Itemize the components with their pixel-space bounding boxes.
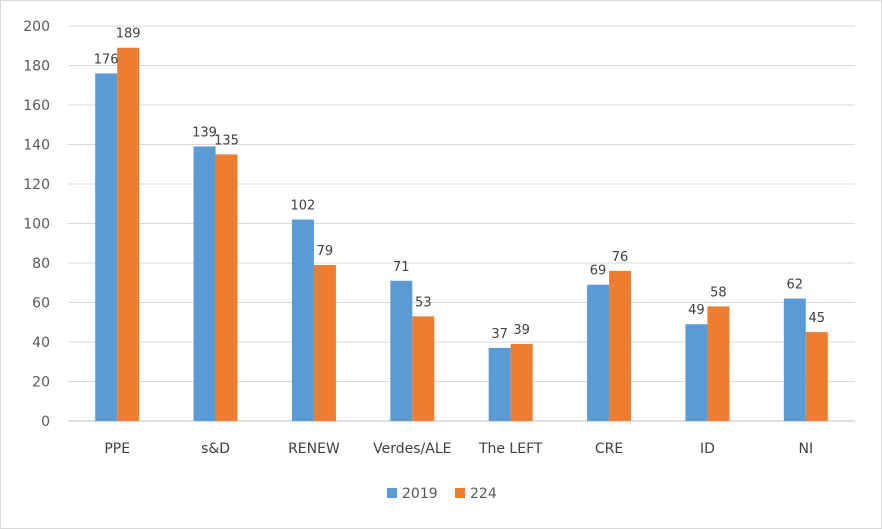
x-tick-label: s&D — [201, 441, 230, 457]
data-label: 69 — [590, 264, 607, 279]
bar-224 — [313, 264, 336, 421]
x-tick-label: Verdes/ALE — [373, 441, 451, 457]
y-tick-label: 20 — [32, 375, 50, 391]
x-tick-label: CRE — [595, 441, 623, 457]
x-tick-label: The LEFT — [478, 441, 543, 457]
y-tick-label: 80 — [32, 256, 50, 272]
legend-label: 2019 — [402, 486, 438, 502]
y-tick-label: 140 — [23, 138, 50, 154]
bar-2019 — [390, 280, 413, 421]
data-label: 135 — [214, 133, 239, 148]
bar-224 — [805, 332, 828, 421]
y-tick-label: 120 — [23, 177, 50, 193]
data-label: 45 — [809, 311, 826, 326]
data-label: 53 — [415, 295, 432, 310]
data-label: 76 — [612, 250, 629, 265]
x-tick-label: ID — [700, 441, 715, 457]
data-label: 39 — [513, 323, 530, 338]
data-label: 49 — [688, 303, 705, 318]
data-label: 139 — [192, 125, 217, 140]
data-label: 79 — [317, 244, 334, 259]
legend-swatch — [455, 488, 465, 498]
bar-2019 — [587, 284, 610, 421]
legend-swatch — [387, 488, 397, 498]
y-tick-label: 100 — [23, 217, 50, 233]
y-tick-label: 160 — [23, 98, 50, 114]
data-label: 71 — [393, 260, 410, 275]
bar-2019 — [488, 347, 511, 421]
y-tick-label: 0 — [41, 414, 50, 430]
bar-224 — [412, 316, 435, 421]
data-label: 62 — [787, 278, 804, 293]
bar-224 — [215, 154, 238, 421]
bar-2019 — [95, 73, 118, 422]
data-label: 189 — [116, 27, 141, 42]
data-label: 176 — [94, 52, 119, 67]
bar-2019 — [685, 324, 708, 421]
legend-label: 224 — [470, 486, 497, 502]
y-tick-label: 60 — [32, 296, 50, 312]
data-label: 37 — [491, 327, 508, 342]
x-tick-label: RENEW — [288, 441, 340, 457]
bar-2019 — [291, 219, 314, 421]
data-label: 58 — [710, 285, 727, 300]
y-tick-label: 200 — [23, 19, 50, 35]
bar-224 — [707, 306, 730, 421]
x-tick-label: PPE — [104, 441, 130, 457]
x-tick-label: NI — [799, 441, 814, 457]
bar-224 — [510, 343, 533, 421]
bar-2019 — [193, 146, 216, 421]
y-tick-label: 40 — [32, 335, 50, 351]
bar-224 — [117, 47, 140, 421]
data-label: 102 — [291, 199, 316, 214]
bar-224 — [609, 270, 632, 421]
y-tick-label: 180 — [23, 59, 50, 75]
bar-2019 — [783, 298, 806, 421]
